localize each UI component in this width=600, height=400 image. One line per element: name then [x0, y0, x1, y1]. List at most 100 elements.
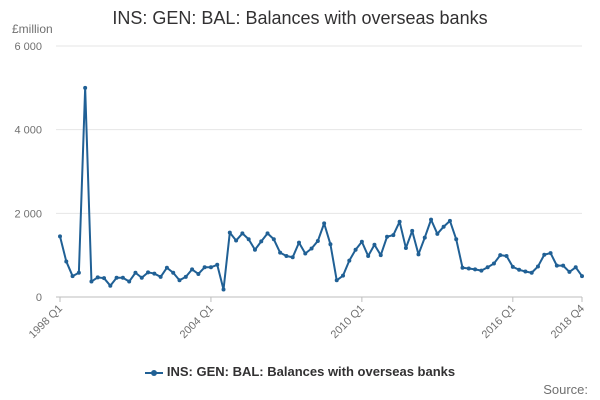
data-point — [359, 239, 364, 244]
data-point — [334, 278, 339, 283]
y-tick-label: 6 000 — [14, 41, 42, 53]
y-tick-label: 0 — [36, 292, 42, 304]
data-point — [322, 221, 327, 226]
data-point — [196, 271, 201, 276]
data-point — [435, 231, 440, 236]
source-label: Source: — [543, 382, 588, 397]
data-point — [378, 253, 383, 258]
y-unit-label: £million — [12, 22, 53, 36]
data-point — [523, 269, 528, 274]
data-point — [561, 263, 566, 268]
data-point — [460, 265, 465, 270]
data-point — [133, 270, 138, 275]
data-point — [58, 234, 62, 239]
data-point — [177, 278, 182, 283]
data-point — [535, 264, 540, 269]
gridlines — [56, 45, 582, 298]
data-point — [303, 251, 308, 256]
data-point — [403, 246, 408, 251]
y-tick-label: 2 000 — [14, 208, 42, 220]
data-point — [102, 276, 107, 281]
data-point — [315, 238, 320, 243]
data-point — [227, 230, 232, 235]
chart-title: INS: GEN: BAL: Balances with overseas ba… — [112, 8, 488, 28]
data-point — [573, 265, 578, 270]
data-point — [76, 270, 81, 275]
data-point — [391, 233, 396, 238]
data-point — [83, 85, 88, 90]
data-point — [441, 224, 446, 229]
data-point — [529, 270, 534, 275]
data-point — [347, 258, 352, 263]
data-point — [70, 274, 75, 279]
data-point — [252, 247, 257, 252]
data-point — [397, 219, 402, 224]
data-point — [265, 231, 270, 236]
data-point — [454, 237, 459, 242]
data-point — [158, 274, 163, 279]
data-point — [429, 217, 434, 222]
data-point — [234, 238, 239, 243]
data-point — [120, 275, 125, 280]
data-point — [447, 218, 452, 223]
legend-swatch-icon — [144, 369, 163, 376]
y-tick-label: 4 000 — [14, 125, 42, 137]
data-point — [567, 269, 572, 274]
data-point — [259, 239, 264, 244]
data-point — [146, 270, 151, 275]
data-point — [95, 275, 100, 280]
data-point — [152, 271, 157, 276]
data-point — [208, 265, 213, 270]
data-point — [296, 240, 301, 245]
data-point — [171, 270, 176, 275]
data-point — [416, 252, 421, 257]
data-point — [139, 275, 144, 280]
x-tick-label: 1998 Q1 — [27, 303, 65, 341]
legend[interactable]: INS: GEN: BAL: Balances with overseas ba… — [0, 364, 600, 379]
data-point — [341, 273, 346, 278]
data-point — [554, 263, 559, 268]
x-tick-label: 2016 Q1 — [480, 303, 518, 341]
data-point — [517, 267, 522, 272]
data-point — [353, 247, 358, 252]
data-point — [183, 274, 188, 279]
data-point — [127, 279, 132, 284]
data-point — [504, 254, 509, 259]
data-point — [271, 237, 276, 242]
data-point — [542, 252, 547, 257]
data-point — [479, 268, 484, 273]
data-point — [190, 267, 195, 272]
data-point — [385, 234, 390, 239]
data-point — [510, 264, 515, 269]
data-point — [498, 253, 503, 258]
data-point — [108, 283, 113, 288]
data-point — [410, 228, 415, 233]
data-point — [372, 242, 377, 247]
y-axis: £million 0 2 000 4 000 6 000 — [12, 22, 53, 304]
data-point — [114, 275, 119, 280]
data-point — [580, 274, 584, 279]
data-point — [221, 287, 226, 292]
data-point — [548, 251, 553, 256]
data-point — [491, 261, 496, 266]
x-tick-label: 2010 Q1 — [329, 303, 367, 341]
data-point — [473, 267, 478, 272]
data-point — [328, 242, 333, 247]
x-axis: 1998 Q1 2004 Q1 2010 Q1 2016 Q1 2018 Q4 — [27, 297, 587, 341]
data-point — [89, 279, 94, 284]
x-tick-label: 2018 Q4 — [549, 303, 587, 341]
data-point — [240, 231, 245, 236]
data-point — [366, 254, 371, 259]
data-point — [246, 237, 251, 242]
data-point — [202, 265, 207, 270]
x-tick-label: 2004 Q1 — [178, 303, 216, 341]
data-point — [309, 246, 314, 251]
data-point — [215, 262, 220, 267]
series-group — [58, 85, 584, 292]
data-point — [284, 254, 289, 259]
series-line — [59, 86, 583, 291]
data-point — [164, 265, 169, 270]
data-point — [278, 250, 283, 255]
legend-label: INS: GEN: BAL: Balances with overseas ba… — [166, 364, 456, 379]
